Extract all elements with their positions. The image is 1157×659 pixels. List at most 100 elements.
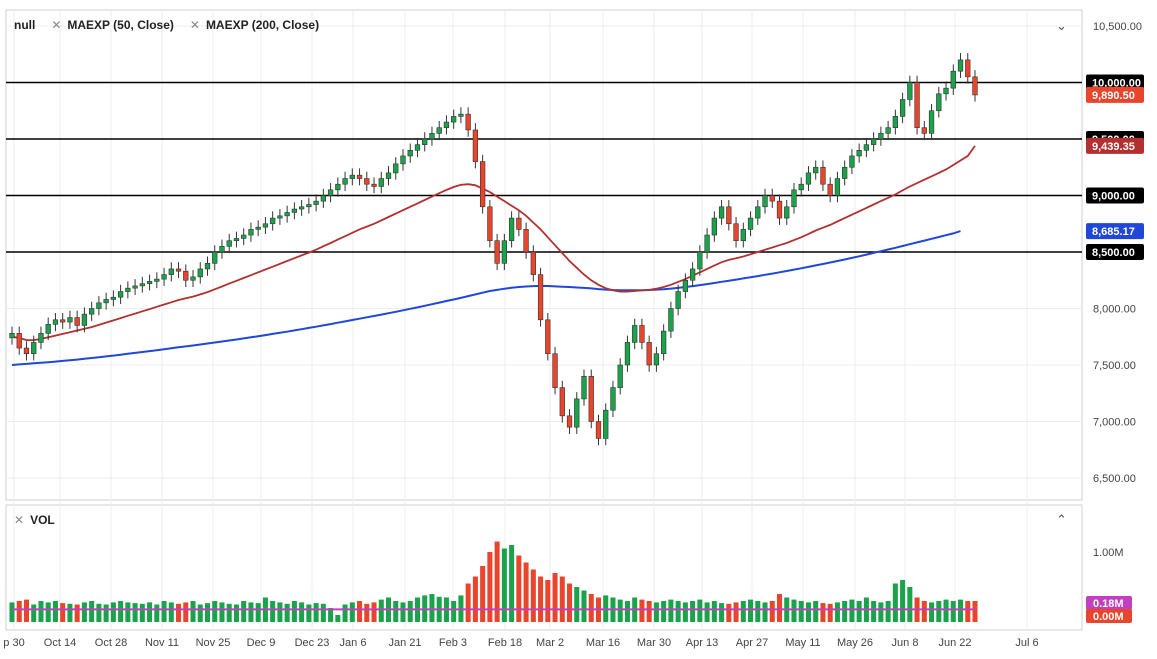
volume-bar <box>827 603 833 622</box>
volume-bar <box>567 583 573 622</box>
candle-body <box>972 76 978 96</box>
candle-body <box>740 229 746 241</box>
volume-bar <box>371 602 377 622</box>
volume-bar <box>842 601 848 622</box>
close-icon[interactable]: ✕ <box>189 18 200 32</box>
volume-bar <box>523 562 529 622</box>
volume-bar <box>682 602 688 622</box>
candle-body <box>16 333 22 349</box>
volume-bar <box>813 601 819 622</box>
candle-body <box>842 166 848 179</box>
price-tag <box>1086 137 1144 154</box>
volume-label[interactable]: VOL <box>30 513 55 527</box>
candle-body <box>60 319 66 323</box>
volume-bar <box>711 601 717 622</box>
volume-bar <box>60 603 66 622</box>
volume-bar <box>125 602 131 622</box>
candle-body <box>718 206 725 219</box>
volume-bar <box>900 580 906 622</box>
volume-bar <box>509 545 515 622</box>
candle-body <box>414 144 421 151</box>
volume-bar <box>357 601 363 622</box>
candle-body <box>154 278 160 282</box>
candle-body <box>914 82 920 129</box>
x-tick-label: Jul 6 <box>1015 637 1038 649</box>
candle-body <box>870 138 877 145</box>
x-tick-label: Mar 2 <box>536 637 564 649</box>
volume-bar <box>23 599 29 622</box>
candle-body <box>689 268 696 281</box>
candle-body <box>255 226 261 230</box>
volume-bar <box>183 602 189 622</box>
volume-bar <box>798 601 804 622</box>
series-name[interactable]: null <box>14 18 36 32</box>
candle-body <box>89 308 95 315</box>
volume-bar <box>697 599 703 622</box>
volume-bar <box>248 602 254 622</box>
candle-body <box>530 251 536 275</box>
y-tick-label: 7,000.00 <box>1093 417 1136 429</box>
x-tick-label: Jan 6 <box>340 637 367 649</box>
close-icon[interactable]: ✕ <box>14 513 25 527</box>
candle-body <box>219 246 225 253</box>
volume-bar <box>342 604 348 622</box>
volume-bar <box>284 603 290 622</box>
volume-bar <box>81 602 87 622</box>
candle-body <box>487 206 493 242</box>
x-tick-label: Nov 25 <box>196 637 231 649</box>
price-tag-label: 9,890.50 <box>1092 90 1135 102</box>
ma200-label[interactable]: MAEXP (200, Close) <box>205 18 320 32</box>
x-tick-label: May 11 <box>785 637 820 649</box>
candle-body <box>117 291 124 298</box>
volume-bar <box>38 601 44 622</box>
candle-body <box>899 99 906 117</box>
candle-body <box>241 234 247 239</box>
candle-body <box>965 59 971 78</box>
candle-body <box>791 189 797 208</box>
price-tag-label: 10,000.00 <box>1092 78 1141 90</box>
x-tick-label: Feb 3 <box>439 637 467 649</box>
close-icon[interactable]: ✕ <box>51 18 62 32</box>
volume-bar <box>849 599 855 622</box>
candle-body <box>168 268 174 275</box>
ma50-label[interactable]: MAEXP (50, Close) <box>67 18 174 32</box>
candle-body <box>508 217 515 242</box>
x-tick-label: Jun 8 <box>892 637 919 649</box>
candle-body <box>407 150 413 157</box>
y-tick-label: 7,500.00 <box>1093 360 1136 372</box>
candle-body <box>356 174 363 179</box>
candle-body <box>364 178 370 185</box>
x-tick-label: Apr 27 <box>736 637 768 649</box>
candle-body <box>552 353 558 388</box>
volume-bar <box>820 603 826 622</box>
volume-bar <box>132 603 138 622</box>
volume-bar <box>139 603 145 622</box>
candle-body <box>190 276 196 281</box>
candle-body <box>313 200 319 205</box>
volume-bar <box>646 601 652 622</box>
volume-bar <box>407 601 413 622</box>
volume-bar <box>197 604 203 622</box>
volume-bar <box>871 601 877 622</box>
volume-bar <box>465 583 471 622</box>
candle-body <box>827 183 833 196</box>
volume-legend: ✕ VOL <box>14 513 55 527</box>
candle-body <box>834 178 841 196</box>
candle-body <box>595 421 602 439</box>
candle-body <box>371 183 377 187</box>
volume-bar <box>168 602 174 622</box>
volume-bar <box>661 601 667 622</box>
volume-bar <box>89 601 95 622</box>
volume-bar <box>45 602 51 622</box>
volume-bar <box>74 604 80 622</box>
chevron-up-icon[interactable]: ⌃ <box>1056 512 1067 527</box>
candle-body <box>451 116 457 123</box>
candle-body <box>661 330 667 355</box>
volume-bar <box>719 603 725 622</box>
candle-body <box>566 415 573 428</box>
chevron-down-icon[interactable]: ⌄ <box>1056 18 1067 33</box>
volume-bar <box>878 602 884 622</box>
y-tick-label: 6,500.00 <box>1093 473 1136 485</box>
candle-body <box>45 324 51 334</box>
